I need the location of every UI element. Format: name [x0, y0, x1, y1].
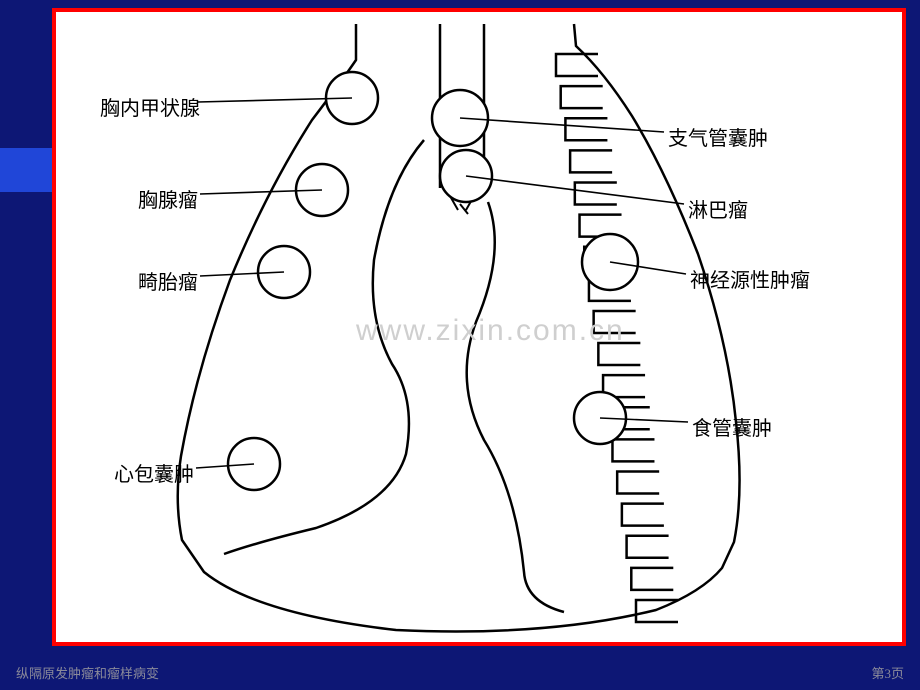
footer-page: 第3页: [871, 663, 904, 682]
label-intrathoracic-thyroid: 胸内甲状腺: [100, 92, 200, 121]
vertebra: [561, 86, 603, 108]
accent-strip: [0, 148, 52, 192]
label-pericardial-cyst: 心包囊肿: [114, 458, 194, 487]
vertebra: [556, 54, 598, 76]
label-thymoma: 胸腺瘤: [138, 184, 198, 213]
vertebra: [617, 472, 659, 494]
label-neurogenic-tumor: 神经源性肿瘤: [690, 264, 810, 293]
vertebra: [627, 536, 669, 558]
watermark: www.zixin.com.cn: [356, 314, 625, 348]
label-esophageal-cyst: 食管囊肿: [692, 412, 772, 441]
vertebra: [612, 439, 654, 461]
vertebra: [631, 568, 673, 590]
label-lymphoma: 淋巴瘤: [688, 194, 748, 223]
vertebra: [622, 504, 664, 526]
esophagus-line: [467, 202, 564, 612]
vertebra: [570, 150, 612, 172]
label-bronchogenic-cyst: 支气管囊肿: [668, 122, 768, 151]
footer-title: 纵隔原发肿瘤和瘤样病变: [16, 663, 159, 682]
label-teratoma: 畸胎瘤: [138, 266, 198, 295]
diagram-frame: 胸内甲状腺胸腺瘤畸胎瘤心包囊肿 支气管囊肿淋巴瘤神经源性肿瘤食管囊肿 www.zi…: [52, 8, 906, 646]
vertebra: [565, 118, 607, 140]
